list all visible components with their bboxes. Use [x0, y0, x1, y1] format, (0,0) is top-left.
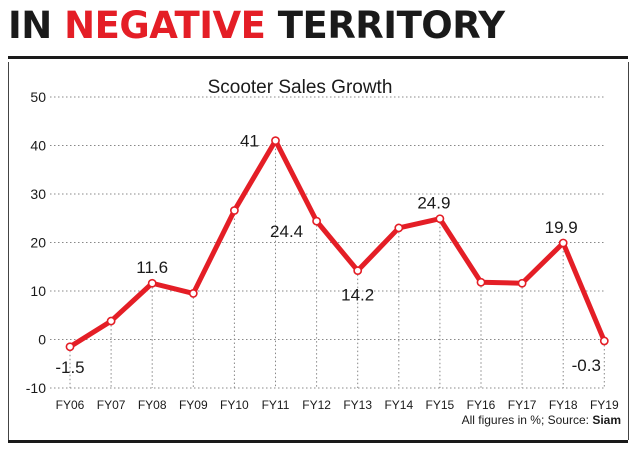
data-label: -0.3	[572, 356, 601, 375]
data-point	[435, 214, 445, 224]
x-tick-label: FY17	[508, 398, 537, 412]
bottom-rule	[8, 440, 628, 443]
x-tick-label: FY16	[467, 398, 496, 412]
y-tick-label: 20	[30, 235, 46, 251]
x-tick-label: FY11	[262, 398, 290, 412]
top-rule	[8, 56, 628, 59]
footnote: All figures in %; Source: Siam	[462, 413, 621, 427]
data-label: 24.9	[417, 194, 450, 213]
chart-title: Scooter Sales Growth	[208, 77, 393, 98]
x-tick-label: FY18	[549, 398, 578, 412]
headline: IN NEGATIVE TERRITORY	[8, 4, 505, 48]
data-label: -1.5	[55, 358, 84, 377]
data-label: 19.9	[545, 218, 578, 237]
data-point	[271, 136, 280, 146]
data-point	[188, 289, 198, 298]
headline-part-3: TERRITORY	[265, 4, 505, 47]
data-label: 24.4	[270, 222, 303, 241]
series-layer	[65, 136, 609, 352]
data-point	[517, 278, 527, 288]
y-tick-label: 30	[30, 186, 46, 202]
x-tick-label: FY09	[179, 398, 208, 412]
data-point	[599, 336, 609, 346]
grid-layer	[50, 96, 605, 389]
axis-layer: 50 40 30 20 10 0 -10 FY06 FY07 FY08 FY09 FY10 FY11 FY…	[26, 89, 619, 412]
footnote-source: Siam	[592, 413, 621, 427]
y-tick-label: 10	[30, 283, 46, 299]
data-label-layer: -1.5 11.6 41 24.4 14.2 24.9 19.9 -0.3	[55, 132, 601, 377]
x-tick-label: FY12	[302, 398, 331, 412]
data-point	[476, 277, 486, 287]
data-point	[106, 316, 116, 326]
data-point	[147, 278, 157, 288]
y-tick-label: -10	[26, 380, 46, 396]
x-tick-label: FY08	[138, 398, 167, 412]
y-tick-label: 0	[38, 332, 46, 348]
data-point	[353, 266, 363, 276]
data-point	[558, 238, 568, 248]
x-tick-label: FY06	[56, 398, 85, 412]
data-label: 41	[240, 132, 259, 151]
y-tick-label: 50	[30, 89, 46, 105]
data-label: 11.6	[136, 258, 168, 277]
x-tick-label: FY15	[426, 398, 455, 412]
headline-highlight: NEGATIVE	[64, 4, 266, 47]
x-tick-label: FY19	[590, 398, 619, 412]
x-tick-label: FY13	[343, 398, 372, 412]
data-label: 14.2	[341, 286, 374, 305]
data-point	[394, 223, 404, 233]
x-tick-label: FY14	[384, 398, 413, 412]
data-point	[229, 206, 239, 215]
data-point	[312, 216, 321, 226]
footnote-text: All figures in %; Source:	[461, 413, 593, 427]
headline-part-1: IN	[8, 4, 65, 47]
x-tick-label: FY07	[97, 398, 126, 412]
x-tick-label: FY10	[220, 398, 249, 412]
series-line	[67, 138, 607, 350]
y-tick-label: 40	[30, 138, 46, 154]
chart-frame	[8, 62, 629, 440]
data-point	[65, 342, 75, 352]
